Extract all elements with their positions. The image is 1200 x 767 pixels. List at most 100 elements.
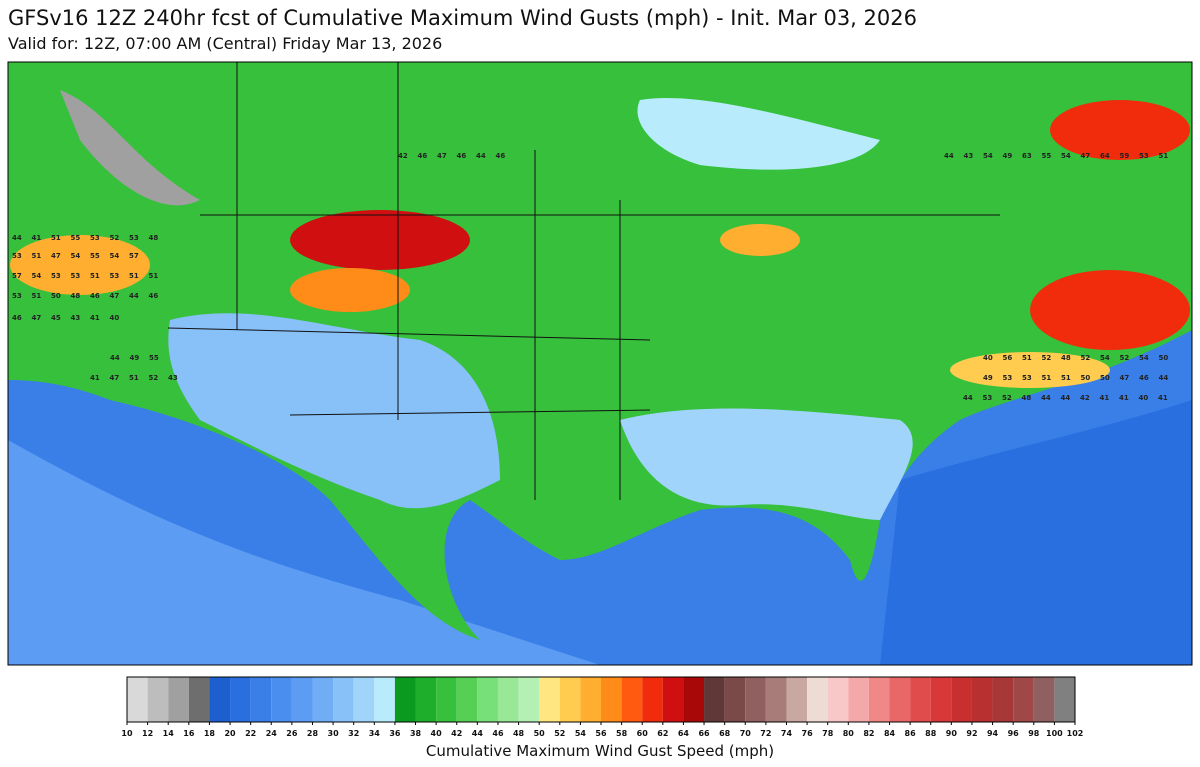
colorbar-swatch (580, 677, 601, 722)
colorbar-tick-label: 22 (245, 729, 256, 738)
gust-label: 52 (1081, 354, 1091, 362)
gust-label: 47 (110, 292, 120, 300)
gust-label: 50 (1159, 354, 1169, 362)
colorbar-swatch (518, 677, 540, 722)
gust-label: 51 (51, 234, 61, 242)
colorbar-swatch (497, 677, 519, 722)
colorbar-swatch (704, 677, 725, 722)
colorbar-swatch (868, 677, 890, 722)
colorbar-swatch (1054, 677, 1075, 722)
gust-label: 48 (1022, 394, 1032, 402)
gust-label: 46 (457, 152, 467, 160)
colorbar-tick-label: 68 (719, 729, 731, 738)
gust-label: 48 (1061, 354, 1071, 362)
colorbar-swatch (271, 677, 292, 722)
colorbar-swatch (889, 677, 911, 722)
colorbar-tick-label: 52 (554, 729, 565, 738)
colorbar-tick-label: 34 (369, 729, 381, 738)
colorbar-swatch (312, 677, 334, 722)
colorbar-swatch (436, 677, 457, 722)
high-gust (290, 268, 410, 312)
gust-label: 53 (51, 272, 61, 280)
colorbar-tick-label: 84 (884, 729, 896, 738)
gust-label: 51 (90, 272, 100, 280)
gust-label: 59 (1120, 152, 1130, 160)
colorbar-swatch (745, 677, 766, 722)
colorbar-swatch (1013, 677, 1034, 722)
colorbar-swatch (415, 677, 437, 722)
colorbar-swatch (827, 677, 849, 722)
subtitle: Valid for: 12Z, 07:00 AM (Central) Frida… (8, 34, 442, 53)
colorbar-tick-label: 18 (204, 729, 216, 738)
borders (167, 62, 1000, 500)
gust-label: 53 (110, 272, 120, 280)
gust-label: 44 (12, 234, 22, 242)
colorbar-swatch (601, 677, 622, 722)
gust-label: 46 (418, 152, 428, 160)
colorbar-tick-label: 90 (946, 729, 958, 738)
colorbar-label: Cumulative Maximum Wind Gust Speed (mph) (426, 742, 774, 760)
colorbar-tick-label: 38 (410, 729, 422, 738)
gust-label: 53 (90, 234, 100, 242)
mountain (60, 90, 200, 206)
colorbar-swatch (209, 677, 231, 722)
gust-label: 49 (983, 374, 993, 382)
gust-label: 57 (12, 272, 22, 280)
colorbar-tick-label: 42 (451, 729, 462, 738)
colorbar-tick-label: 80 (843, 729, 855, 738)
gust-label: 49 (130, 354, 140, 362)
colorbar-swatch (394, 677, 416, 722)
colorbar-tick-label: 82 (863, 729, 874, 738)
colorbar-tick-label: 66 (698, 729, 710, 738)
gust-label: 40 (983, 354, 993, 362)
gust-label: 47 (51, 252, 61, 260)
colorbar-tick-label: 94 (987, 729, 999, 738)
gust-label: 44 (476, 152, 486, 160)
gust-label: 44 (1159, 374, 1169, 382)
colorbar-tick-label: 58 (616, 729, 628, 738)
colorbar-tick-label: 16 (183, 729, 195, 738)
gust-label: 46 (149, 292, 159, 300)
high-gust (1050, 100, 1190, 160)
ocean-shade (880, 400, 1192, 665)
colorbar-swatch (642, 677, 663, 722)
colorbar-tick-label: 50 (534, 729, 546, 738)
gust-label: 44 (944, 152, 954, 160)
colorbar-swatch (374, 677, 395, 722)
colorbar-swatch (930, 677, 952, 722)
gust-label: 40 (110, 314, 120, 322)
title: GFSv16 12Z 240hr fcst of Cumulative Maxi… (8, 6, 917, 30)
gust-label: 47 (1081, 152, 1091, 160)
colorbar-swatch (188, 677, 210, 722)
colorbar-swatch (230, 677, 251, 722)
colorbar-tick-label: 60 (637, 729, 649, 738)
ocean-shade (8, 440, 600, 665)
map (7, 61, 1193, 666)
colorbar-tick-label: 54 (575, 729, 587, 738)
colorbar-swatch (1033, 677, 1055, 722)
gust-label: 43 (964, 152, 974, 160)
gust-label: 51 (129, 272, 139, 280)
gust-label: 54 (32, 272, 42, 280)
gust-label: 51 (129, 374, 139, 382)
high-gust (720, 224, 800, 256)
gust-label: 53 (12, 292, 22, 300)
gust-label: 46 (12, 314, 22, 322)
gust-label: 57 (129, 252, 139, 260)
colorbar-swatch (621, 677, 643, 722)
colorbar-swatch (807, 677, 828, 722)
colorbar-tick-label: 24 (266, 729, 278, 738)
gust-label: 53 (12, 252, 22, 260)
colorbar-swatch (951, 677, 972, 722)
gust-label: 46 (1139, 374, 1149, 382)
colorbar-tick-label: 46 (492, 729, 504, 738)
gust-label: 54 (1100, 354, 1110, 362)
colorbar-swatch (992, 677, 1014, 722)
gust-label: 51 (1022, 354, 1032, 362)
colorbar-tick-label: 26 (286, 729, 298, 738)
gust-label: 42 (398, 152, 408, 160)
high-gust (10, 235, 150, 295)
high-gust (950, 352, 1110, 388)
colorbar-tick-label: 32 (348, 729, 359, 738)
